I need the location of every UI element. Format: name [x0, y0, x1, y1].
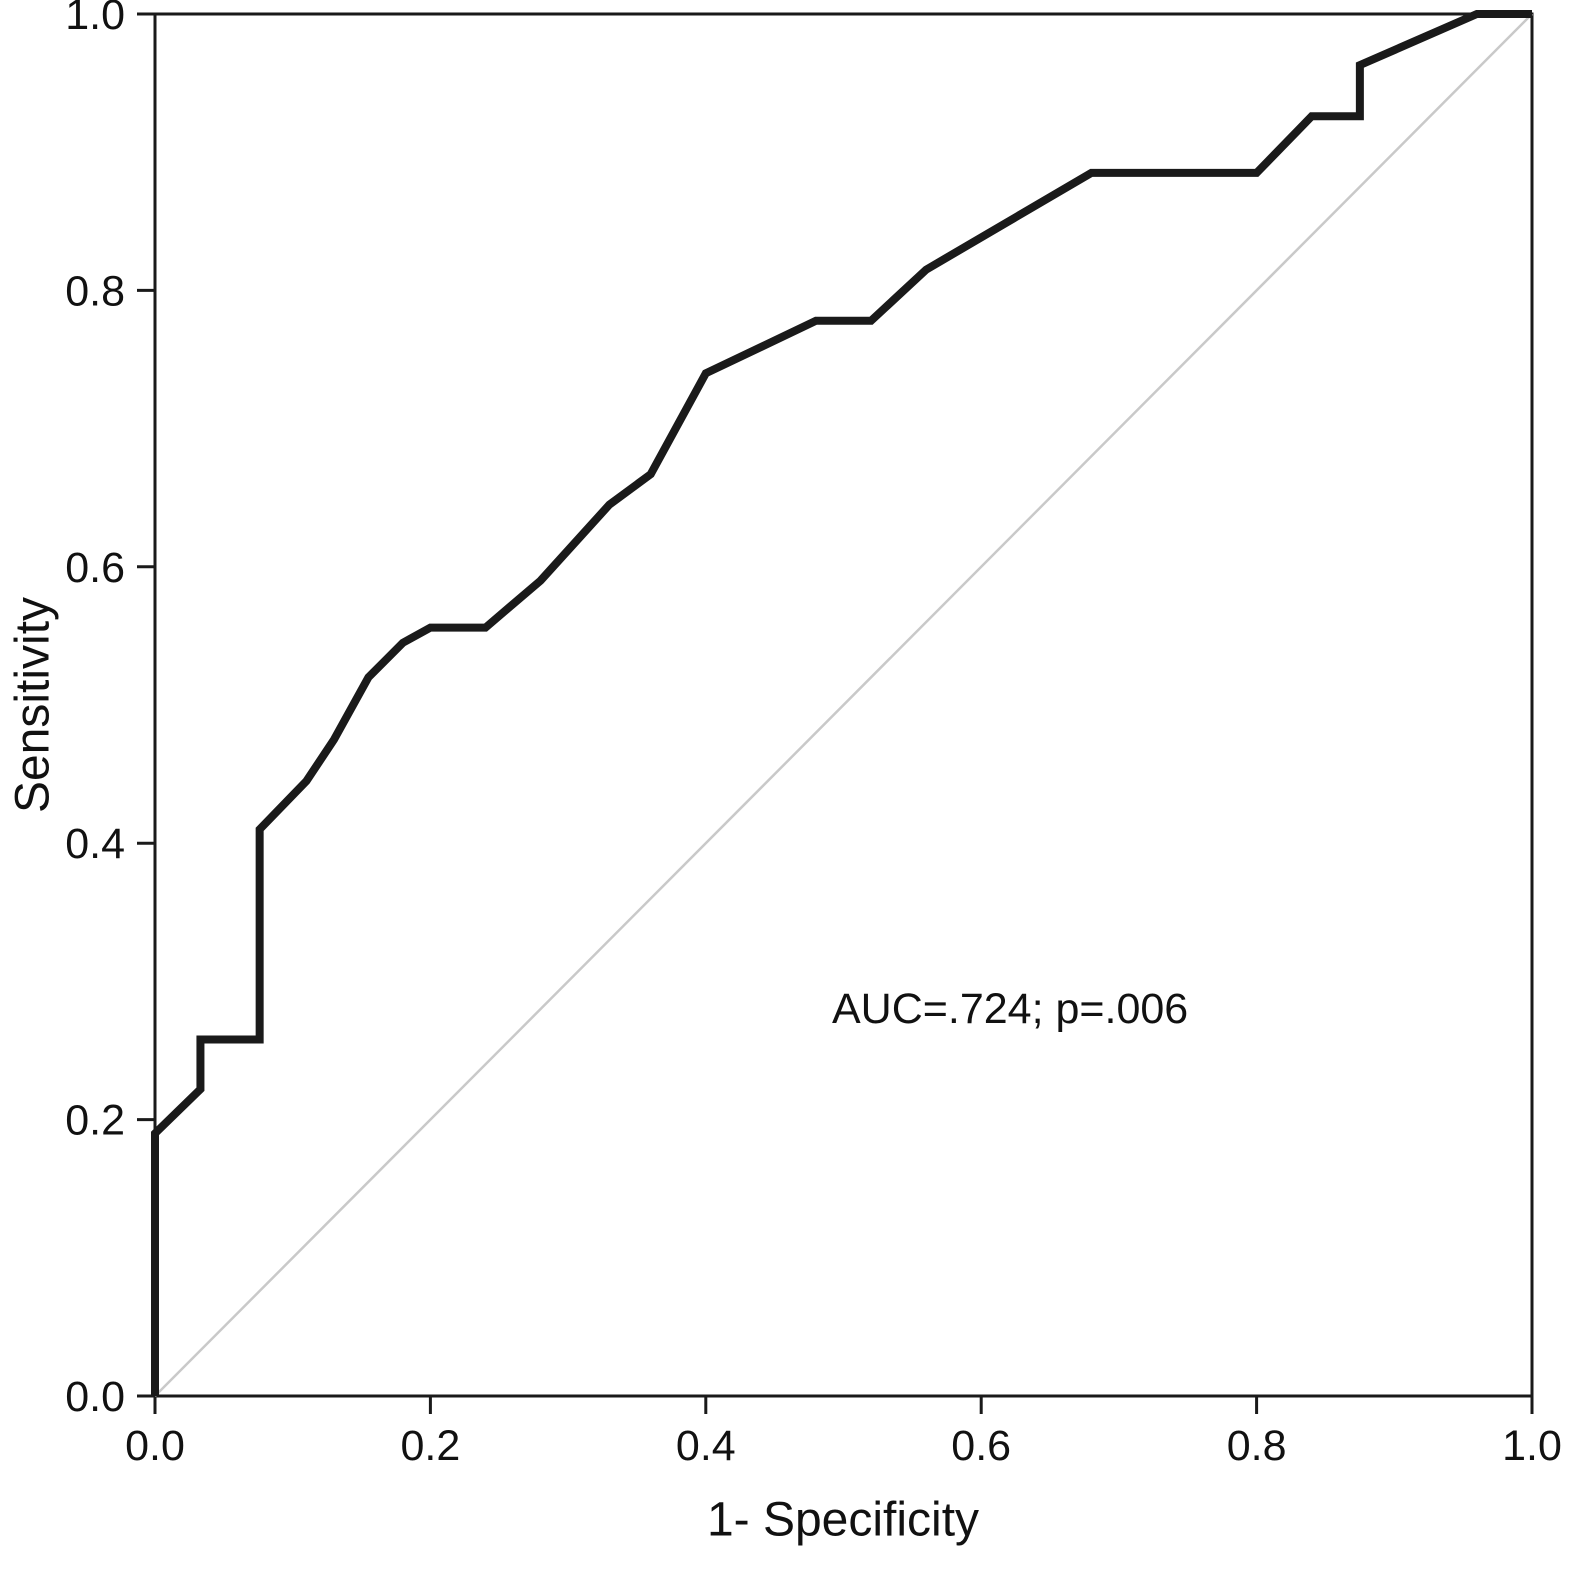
x-tick-label: 1.0: [1502, 1422, 1562, 1470]
x-tick-label: 0.0: [125, 1422, 185, 1470]
x-tick-label: 0.8: [1227, 1422, 1287, 1470]
y-tick-label: 1.0: [65, 0, 125, 39]
y-tick-label: 0.0: [65, 1373, 125, 1421]
roc-curve-line: [151, 10, 1532, 1396]
y-axis-label: Sensitivity: [6, 596, 60, 814]
y-tick-label: 0.8: [65, 267, 125, 315]
auc-annotation: AUC=.724; p=.006: [832, 985, 1189, 1033]
reference-diagonal-line: [154, 13, 1533, 1397]
x-tick-label: 0.2: [401, 1422, 461, 1470]
plot-frame: [153, 12, 1534, 1398]
x-axis-label: 1- Specificity: [706, 1493, 980, 1547]
y-tick-label: 0.4: [65, 820, 125, 868]
x-tick-label: 0.6: [951, 1422, 1011, 1470]
y-tick-label: 0.2: [65, 1097, 125, 1145]
x-tick-label: 0.4: [676, 1422, 736, 1470]
y-tick-label: 0.6: [65, 544, 125, 592]
